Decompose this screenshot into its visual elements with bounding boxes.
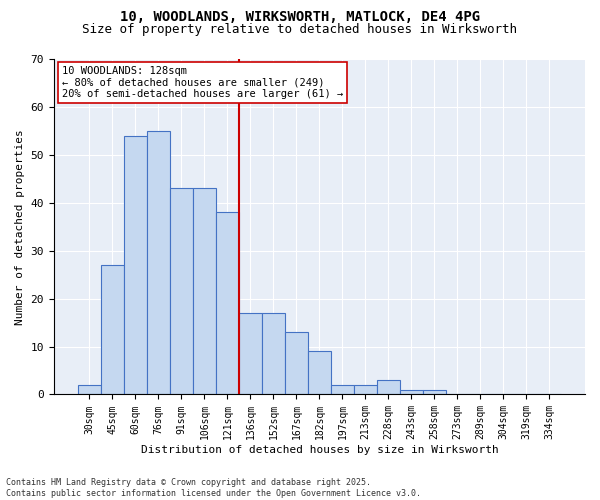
Bar <box>377 380 400 394</box>
Bar <box>78 385 101 394</box>
Bar <box>308 352 331 395</box>
Bar <box>193 188 216 394</box>
Bar <box>262 313 285 394</box>
X-axis label: Distribution of detached houses by size in Wirksworth: Distribution of detached houses by size … <box>140 445 498 455</box>
Bar <box>423 390 446 394</box>
Bar <box>331 385 354 394</box>
Bar <box>170 188 193 394</box>
Text: 10, WOODLANDS, WIRKSWORTH, MATLOCK, DE4 4PG: 10, WOODLANDS, WIRKSWORTH, MATLOCK, DE4 … <box>120 10 480 24</box>
Bar <box>147 131 170 394</box>
Bar <box>216 212 239 394</box>
Text: Size of property relative to detached houses in Wirksworth: Size of property relative to detached ho… <box>83 22 517 36</box>
Text: Contains HM Land Registry data © Crown copyright and database right 2025.
Contai: Contains HM Land Registry data © Crown c… <box>6 478 421 498</box>
Bar <box>239 313 262 394</box>
Y-axis label: Number of detached properties: Number of detached properties <box>15 129 25 324</box>
Text: 10 WOODLANDS: 128sqm
← 80% of detached houses are smaller (249)
20% of semi-deta: 10 WOODLANDS: 128sqm ← 80% of detached h… <box>62 66 343 99</box>
Bar <box>285 332 308 394</box>
Bar <box>400 390 423 394</box>
Bar <box>101 265 124 394</box>
Bar <box>124 136 147 394</box>
Bar <box>354 385 377 394</box>
